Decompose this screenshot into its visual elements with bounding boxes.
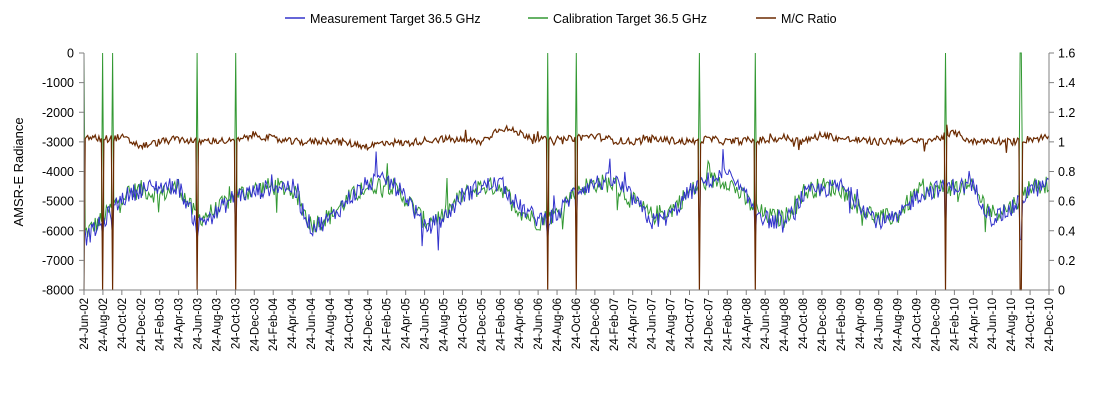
- x-tick-label: 24-Jun-10: [987, 298, 999, 350]
- x-tick-label: 24-Jun-05: [420, 298, 432, 350]
- x-tick-label: 24-Oct-02: [117, 298, 129, 349]
- x-tick-label: 24-Feb-04: [268, 297, 280, 351]
- y2-tick-label: 0.2: [1058, 254, 1075, 268]
- x-tick-label: 24-Feb-03: [155, 298, 167, 351]
- series-line-ratio: [83, 124, 1050, 291]
- y-axis-title: AMSR-E Radiance: [11, 117, 26, 226]
- x-tick-label: 24-Aug-10: [1006, 298, 1018, 352]
- x-tick-label: 24-Feb-06: [495, 298, 507, 351]
- y-tick-label: -7000: [42, 254, 74, 268]
- x-tick-label: 24-Apr-05: [401, 298, 413, 349]
- legend: Measurement Target 36.5 GHz Calibration …: [285, 12, 837, 26]
- y-tick-label: -6000: [42, 224, 74, 238]
- x-tick-label: 24-Apr-06: [514, 298, 526, 349]
- y-axis-ticks: 0 -1000 -2000 -3000 -4000 -5000 -6000 -7000 -800…: [42, 47, 84, 298]
- y2-axis-ticks: 1.6 1.4 1.2 1 0.8 0.6 0.4 0.2 0: [1049, 47, 1075, 298]
- x-tick-label: 24-Oct-09: [912, 298, 924, 349]
- y2-tick-label: 0.4: [1058, 224, 1075, 238]
- x-tick-label: 24-Apr-08: [741, 298, 753, 349]
- x-tick-label: 24-Aug-09: [893, 298, 905, 352]
- x-tick-label: 24-Dec-02: [136, 298, 148, 352]
- y2-tick-label: 0: [1058, 284, 1065, 298]
- y2-tick-label: 0.6: [1058, 195, 1075, 209]
- x-tick-label: 24-Jun-06: [533, 298, 545, 350]
- axes: [83, 53, 1050, 291]
- x-tick-label: 24-Aug-05: [439, 298, 451, 352]
- legend-label-measurement: Measurement Target 36.5 GHz: [310, 12, 481, 26]
- y2-tick-label: 1.4: [1058, 76, 1075, 90]
- y-tick-label: -1000: [42, 76, 74, 90]
- x-tick-label: 24-Dec-06: [590, 298, 602, 352]
- x-tick-label: 24-Feb-10: [949, 298, 961, 351]
- x-tick-label: 24-Oct-10: [1025, 298, 1037, 349]
- x-tick-label: 24-Jun-08: [760, 298, 772, 350]
- x-tick-label: 24-Feb-05: [382, 298, 394, 351]
- x-axis-ticks: 24-Jun-02 24-Aug-02 24-Oct-02 24-Dec-02 24-F…: [79, 290, 1056, 352]
- y-tick-label: -5000: [42, 195, 74, 209]
- x-tick-label: 24-Apr-10: [968, 298, 980, 349]
- x-tick-label: 24-Oct-05: [457, 298, 469, 349]
- y2-tick-label: 0.8: [1058, 165, 1075, 179]
- x-tick-label: 24-Dec-08: [817, 298, 829, 352]
- x-tick-label: 24-Jun-02: [79, 298, 91, 350]
- x-tick-label: 24-Feb-07: [609, 298, 621, 351]
- x-tick-label: 24-Jun-09: [874, 298, 886, 350]
- series-line-measurement: [83, 149, 1050, 251]
- x-tick-label: 24-Dec-03: [249, 298, 261, 352]
- x-tick-label: 24-Aug-04: [325, 297, 337, 351]
- x-tick-label: 24-Aug-07: [666, 298, 678, 352]
- y2-tick-label: 1.2: [1058, 106, 1075, 120]
- x-tick-label: 24-Dec-05: [476, 298, 488, 352]
- legend-label-calibration: Calibration Target 36.5 GHz: [553, 12, 707, 26]
- y2-tick-label: 1.6: [1058, 47, 1075, 61]
- x-tick-label: 24-Jun-04: [306, 297, 318, 349]
- plot-area: [83, 52, 1050, 291]
- x-tick-label: 24-Jun-07: [647, 298, 659, 350]
- x-tick-label: 24-Oct-04: [344, 297, 356, 349]
- x-tick-label: 24-Dec-09: [931, 298, 943, 352]
- x-tick-label: 24-Oct-08: [798, 298, 810, 349]
- legend-label-ratio: M/C Ratio: [781, 12, 837, 26]
- x-tick-label: 24-Aug-03: [212, 298, 224, 352]
- x-tick-label: 24-Dec-07: [703, 298, 715, 352]
- x-tick-label: 24-Apr-03: [174, 298, 186, 349]
- y-tick-label: -3000: [42, 135, 74, 149]
- x-tick-label: 24-Apr-09: [855, 298, 867, 349]
- x-tick-label: 24-Aug-06: [552, 298, 564, 352]
- x-tick-label: 24-Apr-07: [628, 298, 640, 349]
- x-tick-label: 24-Feb-08: [722, 298, 734, 351]
- y2-tick-label: 1: [1058, 135, 1065, 149]
- x-tick-label: 24-Feb-09: [836, 298, 848, 351]
- x-tick-label: 24-Oct-03: [230, 298, 242, 349]
- x-tick-label: 24-Aug-02: [98, 298, 110, 352]
- x-tick-label: 24-Aug-08: [779, 298, 791, 352]
- x-tick-label: 24-Dec-10: [1044, 298, 1056, 352]
- x-tick-label: 24-Apr-04: [287, 297, 299, 349]
- series-line-calibration: [83, 52, 1050, 238]
- x-tick-label: 24-Jun-03: [193, 298, 205, 350]
- x-tick-label: 24-Oct-06: [571, 298, 583, 349]
- y-tick-label: -8000: [42, 284, 74, 298]
- x-tick-label: 24-Dec-04: [363, 297, 375, 351]
- x-tick-label: 24-Oct-07: [685, 298, 697, 349]
- y-tick-label: -2000: [42, 106, 74, 120]
- y-tick-label: -4000: [42, 165, 74, 179]
- y-tick-label: 0: [67, 47, 74, 61]
